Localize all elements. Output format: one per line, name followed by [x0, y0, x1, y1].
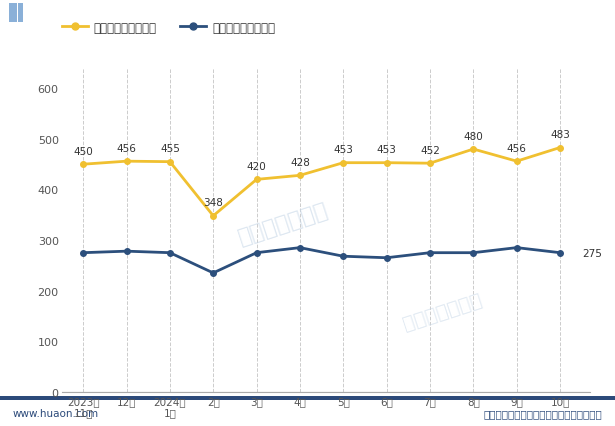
Text: 275: 275 — [582, 248, 602, 258]
Text: 480: 480 — [464, 131, 483, 141]
Text: 450: 450 — [73, 147, 93, 156]
Text: 专业严谨 ● 客观科学: 专业严谨 ● 客观科学 — [527, 9, 597, 18]
Text: 456: 456 — [507, 144, 526, 153]
Text: www.huaon.com: www.huaon.com — [12, 409, 98, 418]
Text: 453: 453 — [377, 145, 397, 155]
Legend: 出口总额（亿美元）, 进口总额（亿美元）: 出口总额（亿美元）, 进口总额（亿美元） — [57, 17, 280, 39]
Text: 数据来源：中国海关，华经产业研究院整理: 数据来源：中国海关，华经产业研究院整理 — [484, 409, 603, 418]
Bar — [18, 4, 23, 23]
Text: 453: 453 — [333, 145, 353, 155]
Bar — [9, 4, 17, 23]
Text: 452: 452 — [420, 146, 440, 155]
Text: 华经产业研究院: 华经产业研究院 — [400, 289, 485, 333]
Text: 华经产业研究院: 华经产业研究院 — [236, 200, 331, 248]
Text: 456: 456 — [117, 144, 137, 153]
Text: 483: 483 — [550, 130, 570, 140]
Text: 455: 455 — [160, 144, 180, 154]
Text: 华经情报网: 华经情报网 — [30, 7, 67, 20]
Text: 420: 420 — [247, 161, 266, 172]
Bar — [0, 396, 615, 400]
Text: 428: 428 — [290, 158, 310, 167]
Text: 2023-2024年江苏省(境内目的地/货源地)进、出口额: 2023-2024年江苏省(境内目的地/货源地)进、出口额 — [156, 38, 459, 56]
Text: 348: 348 — [204, 198, 223, 208]
